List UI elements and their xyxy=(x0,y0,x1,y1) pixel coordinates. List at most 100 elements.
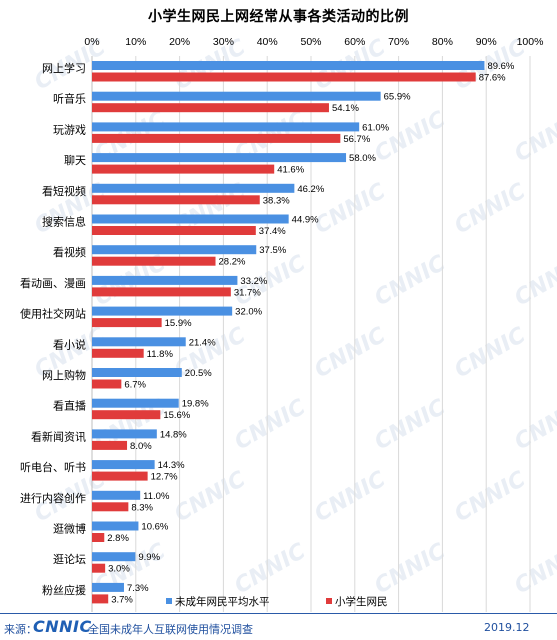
publish-date: 2019.12 xyxy=(484,621,530,634)
source-label: 来源： xyxy=(4,623,37,636)
value-label-pupil: 56.7% xyxy=(343,134,370,145)
value-label-pupil: 41.6% xyxy=(277,165,304,176)
bar-pupil xyxy=(92,287,231,297)
x-tick-label: 70% xyxy=(388,36,409,48)
bar-pupil xyxy=(92,164,275,174)
watermark-text: CNNIC xyxy=(231,395,310,455)
chart-title: 小学生网民上网经常从事各类活动的比例 xyxy=(148,9,409,25)
footer: 来源： CNNIC 全国未成年人互联网使用情况调查 2019.12 xyxy=(0,616,557,638)
watermark-text: CNNIC xyxy=(171,467,250,527)
bar-average xyxy=(92,398,179,408)
value-label-average: 21.4% xyxy=(189,337,216,348)
bar-pupil xyxy=(92,379,122,389)
bar-average xyxy=(92,153,347,163)
category-labels: 网上学习听音乐玩游戏聊天看短视频搜索信息看视频看动画、漫画使用社交网站看小说网上… xyxy=(20,61,86,597)
watermark-text: CNNIC xyxy=(451,179,530,239)
bar-average xyxy=(92,275,238,285)
value-label-average: 33.2% xyxy=(240,276,267,287)
x-tick-label: 20% xyxy=(169,36,190,48)
bar-average xyxy=(92,582,124,592)
x-tick-label: 100% xyxy=(517,36,544,48)
value-label-pupil: 31.7% xyxy=(234,287,261,298)
bar-average xyxy=(92,183,295,193)
value-label-average: 65.9% xyxy=(384,92,411,103)
footer-divider xyxy=(0,613,557,614)
bar-pupil xyxy=(92,133,341,143)
watermark-text: CNNIC xyxy=(371,251,450,311)
x-tick-label: 60% xyxy=(344,36,365,48)
category-label: 使用社交网站 xyxy=(20,307,86,321)
category-label: 看视频 xyxy=(53,245,86,259)
value-label-pupil: 2.8% xyxy=(107,533,129,544)
category-label: 看动画、漫画 xyxy=(20,276,86,290)
value-label-average: 14.3% xyxy=(158,460,185,471)
bar-pupil xyxy=(92,72,476,82)
category-label: 看直播 xyxy=(53,399,86,413)
category-label: 网上购物 xyxy=(42,368,86,382)
value-label-pupil: 87.6% xyxy=(479,73,506,84)
value-label-average: 19.8% xyxy=(182,399,209,410)
category-label: 聊天 xyxy=(64,153,86,167)
value-label-average: 10.6% xyxy=(141,522,168,533)
legend-swatch-pupil xyxy=(326,598,332,604)
value-label-average: 44.9% xyxy=(292,215,319,226)
bar-pupil xyxy=(92,410,161,420)
watermark-text: CNNIC xyxy=(231,539,310,599)
category-label: 搜索信息 xyxy=(42,215,86,229)
value-label-pupil: 15.9% xyxy=(165,318,192,329)
bar-average xyxy=(92,368,182,377)
x-tick-label: 30% xyxy=(213,36,234,48)
value-label-pupil: 11.8% xyxy=(147,349,174,360)
value-label-pupil: 54.1% xyxy=(332,103,359,114)
bar-pupil xyxy=(92,256,216,266)
watermark-text: CNNIC xyxy=(311,323,390,383)
x-tick-label: 10% xyxy=(125,36,146,48)
bar-average xyxy=(92,552,136,562)
watermark-text: CNNIC xyxy=(511,395,557,455)
bar-pupil xyxy=(92,348,144,358)
value-label-average: 32.0% xyxy=(235,307,262,318)
legend-label-average: 未成年网民平均水平 xyxy=(175,595,270,608)
x-tick-label: 40% xyxy=(257,36,278,48)
bar-average xyxy=(92,337,186,347)
bar-pupil xyxy=(92,502,129,512)
legend: 未成年网民平均水平 小学生网民 xyxy=(166,595,388,608)
bars xyxy=(92,61,485,604)
value-label-average: 9.9% xyxy=(138,552,160,563)
bar-average xyxy=(92,61,485,70)
bar-average xyxy=(92,429,157,439)
bar-average xyxy=(92,122,360,132)
category-label: 逛微博 xyxy=(53,522,86,536)
value-label-average: 46.2% xyxy=(297,184,324,195)
value-label-pupil: 28.2% xyxy=(219,257,246,268)
category-label: 网上学习 xyxy=(42,61,86,75)
value-label-pupil: 3.7% xyxy=(111,594,133,605)
value-label-pupil: 12.7% xyxy=(151,472,178,483)
survey-name: 全国未成年人互联网使用情况调查 xyxy=(88,623,253,636)
bar-pupil xyxy=(92,318,162,328)
bar-average xyxy=(92,91,381,101)
value-label-pupil: 37.4% xyxy=(259,226,286,237)
category-label: 看新闻资讯 xyxy=(31,429,86,443)
value-label-average: 7.3% xyxy=(127,583,149,594)
value-label-pupil: 8.0% xyxy=(130,441,152,452)
bar-pupil xyxy=(92,226,256,235)
category-label: 看短视频 xyxy=(42,184,86,198)
bar-pupil xyxy=(92,440,128,450)
watermark-text: CNNIC xyxy=(371,107,450,167)
value-label-average: 37.5% xyxy=(259,245,286,256)
category-label: 玩游戏 xyxy=(53,123,86,136)
watermark-text: CNNIC xyxy=(371,395,450,455)
category-label: 粉丝应援 xyxy=(42,583,86,597)
value-label-average: 89.6% xyxy=(487,61,514,72)
bar-average xyxy=(92,490,141,500)
value-label-average: 14.8% xyxy=(160,429,187,440)
bar-average xyxy=(92,521,139,531)
bar-pupil xyxy=(92,533,105,542)
bar-pupil xyxy=(92,594,109,604)
value-label-pupil: 8.3% xyxy=(131,502,153,513)
value-label-pupil: 6.7% xyxy=(124,380,146,391)
legend-swatch-average xyxy=(166,598,172,604)
